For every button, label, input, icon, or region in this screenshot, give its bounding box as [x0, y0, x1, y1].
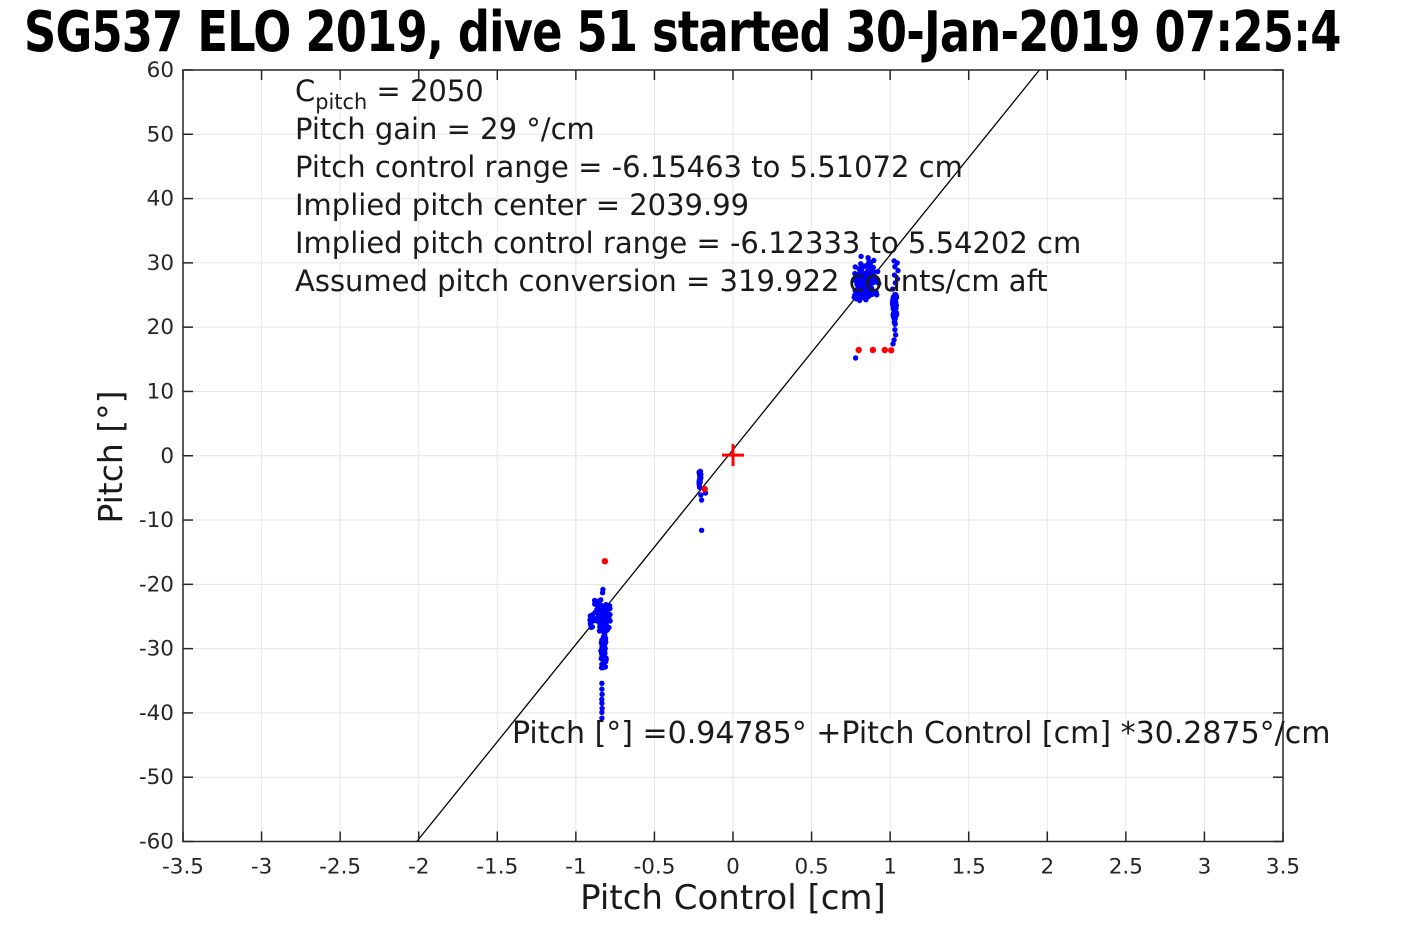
svg-text:-3: -3	[251, 855, 272, 880]
pitch-center-plus-marker	[722, 444, 744, 467]
cpitch-base: C	[295, 74, 316, 108]
y-tick-labels: -60 -50 -40 -30 -20 -10 0 10 20 30 40 50 60	[139, 58, 174, 855]
x-tick-labels: -3.5 -3 -2.5 -2 -1.5 -1 -0.5 0 0.5 1 1.5 2 2.5 3 3.5	[162, 855, 1300, 880]
annotation-line-conversion: Assumed pitch conversion = 319.922 count…	[295, 264, 1048, 298]
svg-text:1: 1	[883, 855, 897, 880]
svg-text:40: 40	[147, 187, 174, 212]
y-axis-label: Pitch [°]	[91, 390, 130, 524]
svg-text:-10: -10	[139, 508, 174, 533]
annotation-line-cpitch: Cpitch = 2050	[295, 72, 1081, 114]
annotation-block: Cpitch = 2050 Pitch gain = 29 °/cm Pitch…	[295, 72, 1081, 300]
annotation-line-pitch-gain: Pitch gain = 29 °/cm	[295, 112, 595, 146]
svg-text:3: 3	[1198, 855, 1212, 880]
annotation-line-implied-center: Implied pitch center = 2039.99	[295, 188, 750, 222]
svg-text:0: 0	[726, 855, 740, 880]
svg-text:-50: -50	[139, 765, 174, 790]
svg-text:-3.5: -3.5	[162, 855, 204, 880]
x-axis-label: Pitch Control [cm]	[580, 878, 886, 918]
svg-text:-30: -30	[139, 637, 174, 662]
axis-border-and-ticks	[182, 69, 1284, 843]
svg-text:3.5: 3.5	[1266, 855, 1300, 880]
svg-text:0: 0	[160, 444, 174, 469]
svg-text:-2.5: -2.5	[319, 855, 361, 880]
svg-text:30: 30	[147, 251, 174, 276]
annotation-line-control-range: Pitch control range = -6.15463 to 5.5107…	[295, 150, 963, 184]
chart-title: SG537 ELO 2019, dive 51 started 30-Jan-2…	[24, 0, 1341, 65]
svg-text:-1.5: -1.5	[476, 855, 518, 880]
svg-text:0.5: 0.5	[794, 855, 828, 880]
svg-text:1.5: 1.5	[952, 855, 986, 880]
fit-equation-label: Pitch [°] =0.94785° +Pitch Control [cm] …	[512, 716, 1331, 751]
grid-lines	[183, 70, 1283, 842]
svg-text:-2: -2	[408, 855, 429, 880]
svg-text:-20: -20	[139, 572, 174, 597]
cpitch-value: = 2050	[367, 74, 484, 108]
svg-text:-1: -1	[565, 855, 586, 880]
series-pitch-observations	[587, 253, 901, 721]
series-flagged-points	[601, 346, 895, 565]
series-implied-pitch-center	[722, 444, 744, 467]
svg-text:20: 20	[147, 315, 174, 340]
svg-text:-0.5: -0.5	[633, 855, 675, 880]
svg-text:60: 60	[147, 58, 174, 83]
annotation-line-implied-range: Implied pitch control range = -6.12333 t…	[295, 226, 1082, 260]
cpitch-subscript: pitch	[315, 89, 368, 114]
svg-text:-60: -60	[139, 830, 174, 855]
svg-text:2: 2	[1040, 855, 1054, 880]
svg-text:-40: -40	[139, 701, 174, 726]
svg-text:50: 50	[147, 122, 174, 147]
svg-text:2.5: 2.5	[1109, 855, 1143, 880]
svg-text:10: 10	[147, 379, 174, 404]
